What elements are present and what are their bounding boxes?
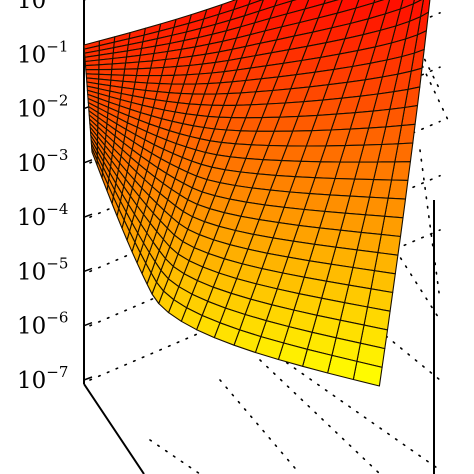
z-tick-label-2: 10−2 bbox=[17, 92, 68, 123]
z-tick-label-0: 100 bbox=[17, 0, 56, 14]
surface-cell bbox=[91, 147, 98, 166]
surface-mesh bbox=[83, 0, 431, 387]
surface-cell bbox=[146, 75, 163, 85]
surface-cell bbox=[124, 61, 140, 70]
front-axis bbox=[83, 383, 145, 474]
surface-cell bbox=[123, 68, 139, 77]
z-tick-labels: 100 10−1 10−2 10−3 10−4 10−5 10−6 10−7 bbox=[17, 0, 68, 394]
z-tick-label-5: 10−5 bbox=[17, 254, 68, 285]
surface-cell bbox=[137, 60, 153, 70]
floor-grid-line bbox=[149, 439, 201, 474]
z-tick-mark-3 bbox=[83, 159, 93, 164]
z-tick-label-4: 10−4 bbox=[17, 200, 68, 231]
surface-cell bbox=[148, 66, 165, 77]
surface-cell bbox=[98, 63, 113, 71]
floor-grid-line bbox=[219, 379, 301, 474]
surface-cell bbox=[412, 0, 423, 5]
floor-grid-line bbox=[419, 149, 441, 301]
surface-cell bbox=[377, 233, 402, 256]
axes bbox=[83, 0, 435, 474]
z-tick-label-3: 10−3 bbox=[17, 146, 68, 177]
z-tick-label-7: 10−7 bbox=[17, 363, 68, 394]
surface-cell bbox=[111, 62, 127, 70]
surface-cell bbox=[110, 68, 126, 76]
z-tick-label-6: 10−6 bbox=[17, 309, 68, 340]
z-tick-mark-5 bbox=[83, 267, 93, 273]
surface-cell bbox=[84, 64, 100, 71]
z-tick-mark-6 bbox=[83, 322, 93, 327]
surface-cell bbox=[373, 252, 399, 275]
surface-cell bbox=[135, 67, 152, 77]
z-tick-label-1: 10−1 bbox=[17, 37, 68, 68]
z-tick-mark-4 bbox=[83, 213, 93, 218]
z-tick-mark-7 bbox=[83, 376, 93, 381]
